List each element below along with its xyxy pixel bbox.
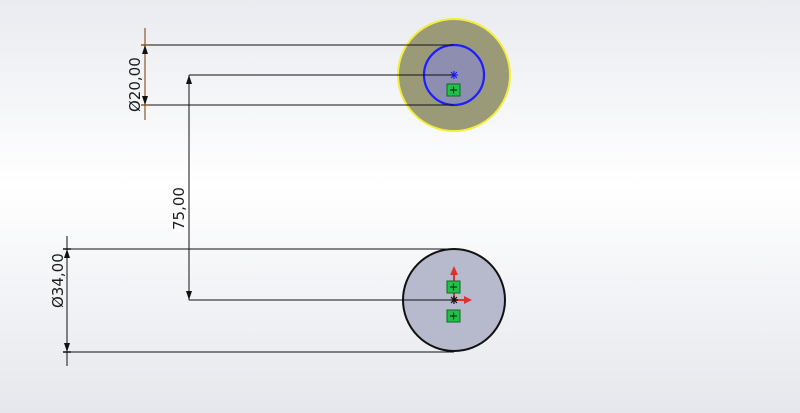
coincident-relation-icon[interactable] (446, 83, 461, 97)
coincident-relation-icon[interactable] (446, 309, 461, 323)
diameter-dimension-top[interactable]: Ø20,00 (126, 28, 454, 120)
dimension-value[interactable]: Ø34,00 (49, 253, 67, 308)
dimension-value[interactable]: 75,00 (170, 187, 188, 230)
linear-dimension-center-distance[interactable]: 75,00 (170, 74, 454, 301)
diameter-dimension-bottom[interactable]: Ø34,00 (49, 236, 454, 366)
dimension-value[interactable]: Ø20,00 (126, 57, 144, 112)
coincident-relation-icon[interactable] (446, 280, 461, 294)
